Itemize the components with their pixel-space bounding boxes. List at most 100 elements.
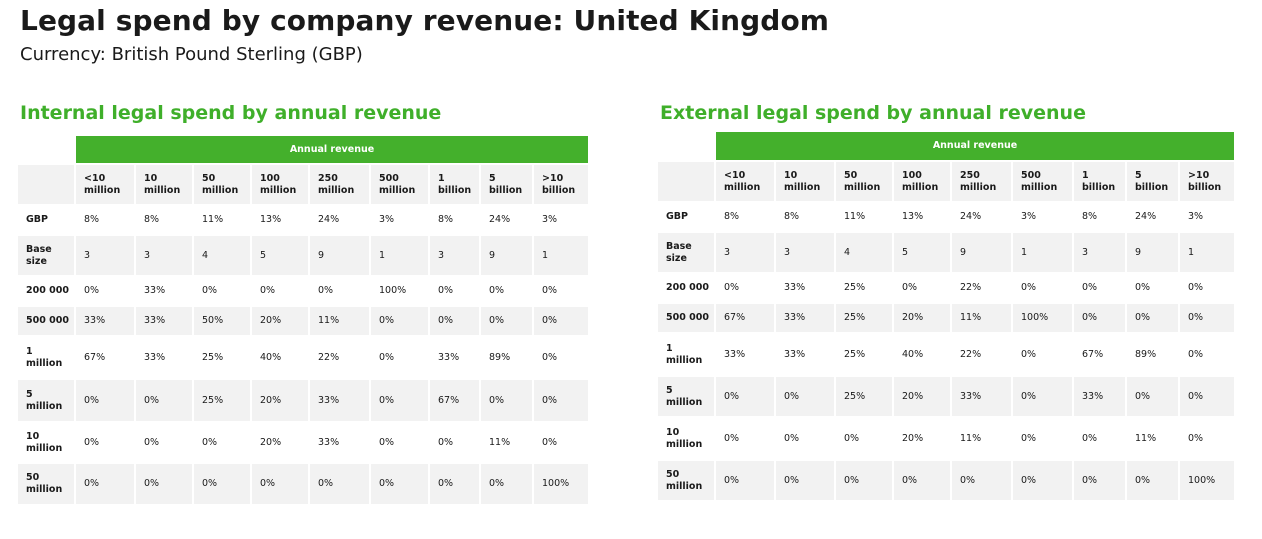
table-cell: 0% — [1013, 418, 1072, 459]
table-cell: 0% — [716, 461, 774, 500]
label-line: 100 — [260, 172, 280, 184]
table-cell: 0% — [1074, 461, 1125, 500]
table-cell: 0% — [310, 464, 369, 504]
table-cell: 0% — [136, 464, 192, 504]
table-cell: 33% — [136, 277, 192, 305]
label-line: 200 000 — [666, 282, 709, 293]
table-row: 200 000 0% 33% 0% 0% 0% 100% 0% 0% 0% — [18, 277, 588, 305]
table-cell: 0% — [716, 377, 774, 416]
table-cell: 24% — [481, 206, 532, 234]
column-header: <10 million — [716, 162, 774, 201]
table-cell: 25% — [836, 274, 892, 302]
page-subtitle: Currency: British Pound Sterling (GBP) — [20, 44, 363, 65]
table-cell: 33% — [430, 337, 479, 378]
column-header: 250 million — [310, 165, 369, 204]
table-cell: 33% — [716, 334, 774, 375]
label-line: 500 — [1021, 169, 1041, 181]
external-table-grid: Annual revenue <10 million 10 million 50 milli… — [656, 130, 1236, 502]
table-cell: 20% — [894, 377, 950, 416]
row-label-header — [658, 162, 714, 201]
label-line: GBP — [666, 211, 689, 222]
label-line: 1 — [438, 172, 445, 184]
table-cell: 0% — [1074, 274, 1125, 302]
label-line: million — [666, 396, 703, 408]
table-row: 1 million 67% 33% 25% 40% 22% 0% 33% 89% 0% — [18, 337, 588, 378]
label-line: 5 — [1135, 169, 1142, 181]
table-cell: 67% — [76, 337, 134, 378]
table-cell: 1 — [371, 236, 428, 275]
table-cell: 0% — [1180, 377, 1234, 416]
table-cell: 3 — [76, 236, 134, 275]
label-line: GBP — [26, 214, 49, 225]
label-line: million — [960, 181, 997, 193]
table-cell: 11% — [952, 304, 1011, 332]
table-cell: 33% — [776, 274, 834, 302]
label-line: 1 — [666, 342, 673, 354]
table-cell: 3 — [136, 236, 192, 275]
table-cell: 33% — [136, 307, 192, 335]
row-label: 1 million — [18, 337, 74, 378]
table-cell: 33% — [136, 337, 192, 378]
label-line: 10 — [666, 426, 680, 438]
label-line: 10 — [144, 172, 158, 184]
row-label: GBP — [18, 206, 74, 234]
table-row: 50 million 0% 0% 0% 0% 0% 0% 0% 0% 100% — [18, 464, 588, 504]
table-row: 200 000 0% 33% 25% 0% 22% 0% 0% 0% 0% — [658, 274, 1234, 302]
table-cell: 0% — [716, 274, 774, 302]
table-cell: 0% — [310, 277, 369, 305]
table-cell: 3 — [776, 233, 834, 272]
table-cell: 0% — [534, 307, 588, 335]
table-cell: 33% — [310, 423, 369, 462]
table-cell: 0% — [776, 418, 834, 459]
table-cell: 11% — [481, 423, 532, 462]
table-cell: 8% — [136, 206, 192, 234]
table-cell: 33% — [952, 377, 1011, 416]
label-line: million — [202, 184, 239, 196]
table-cell: 0% — [1180, 304, 1234, 332]
table-cell: 0% — [481, 277, 532, 305]
table-cell: 0% — [1180, 334, 1234, 375]
label-line: 500 000 — [26, 315, 69, 326]
annual-revenue-header: Annual revenue — [716, 132, 1234, 160]
table-cell: 0% — [1127, 377, 1178, 416]
table-cell: 20% — [252, 307, 308, 335]
column-header: 5 billion — [1127, 162, 1178, 201]
table-row: 500 000 67% 33% 25% 20% 11% 100% 0% 0% 0% — [658, 304, 1234, 332]
label-line: billion — [489, 184, 523, 196]
table-cell: 0% — [1013, 334, 1072, 375]
table-cell: 100% — [1180, 461, 1234, 500]
table-cell: 3 — [716, 233, 774, 272]
table-cell: 100% — [534, 464, 588, 504]
table-cell: 0% — [1127, 304, 1178, 332]
table-cell: 0% — [76, 277, 134, 305]
label-line: million — [784, 181, 821, 193]
table-cell: 8% — [716, 203, 774, 231]
label-line: size — [666, 252, 687, 264]
label-line: billion — [1082, 181, 1116, 193]
annual-revenue-header: Annual revenue — [76, 136, 588, 163]
table-cell: 0% — [716, 418, 774, 459]
label-line: 100 — [902, 169, 922, 181]
table-cell: 0% — [1180, 418, 1234, 459]
table-cell: 40% — [894, 334, 950, 375]
table-cell: 100% — [1013, 304, 1072, 332]
table-cell: 0% — [371, 423, 428, 462]
row-label: 5 million — [18, 380, 74, 421]
table-cell: 0% — [430, 464, 479, 504]
table-cell: 33% — [776, 334, 834, 375]
column-header: 500 million — [371, 165, 428, 204]
table-cell: 1 — [534, 236, 588, 275]
table-row: 1 million 33% 33% 25% 40% 22% 0% 67% 89% 0% — [658, 334, 1234, 375]
table-cell: 0% — [371, 380, 428, 421]
table-cell: 25% — [194, 337, 250, 378]
row-label: 200 000 — [658, 274, 714, 302]
table-cell: 3% — [1180, 203, 1234, 231]
label-line: billion — [1188, 181, 1222, 193]
label-line: million — [902, 181, 939, 193]
label-line: million — [666, 480, 703, 492]
row-label: 500 000 — [658, 304, 714, 332]
row-label: GBP — [658, 203, 714, 231]
table-cell: 22% — [310, 337, 369, 378]
table-cell: 0% — [430, 277, 479, 305]
table-cell: 5 — [252, 236, 308, 275]
